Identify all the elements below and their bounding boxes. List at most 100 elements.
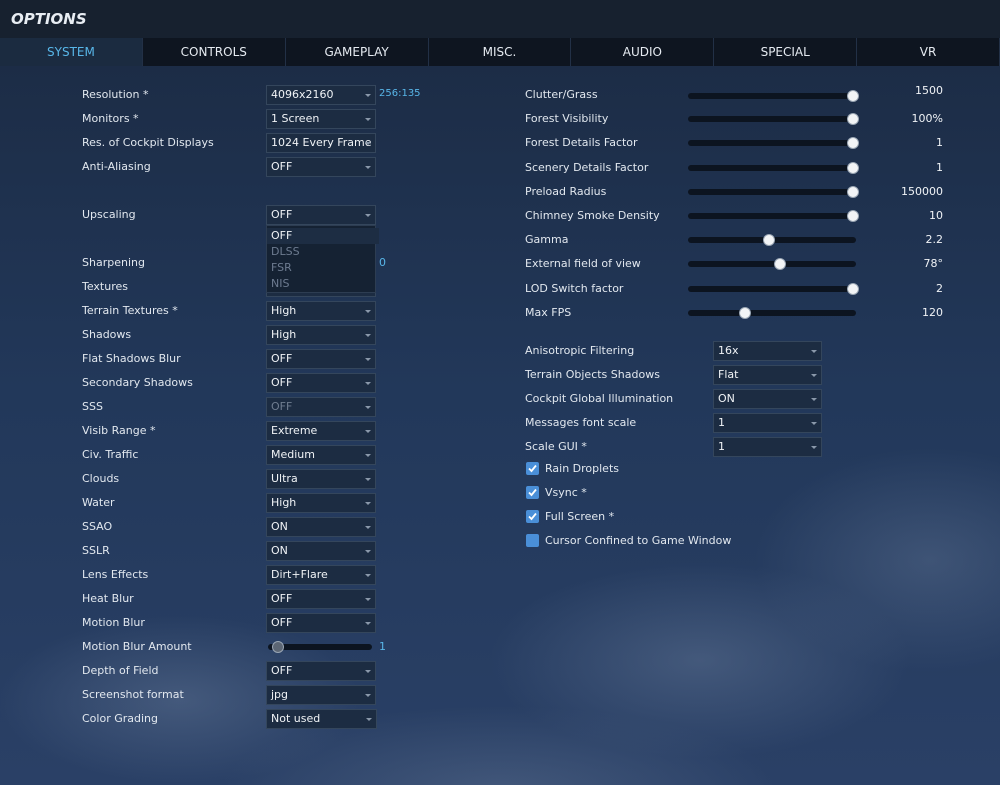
setting-label: SSLR (82, 544, 110, 557)
dropdown[interactable]: OFF (266, 373, 376, 393)
slider-value: 2 (936, 281, 943, 295)
setting-label: Motion Blur Amount (82, 640, 192, 653)
slider-thumb[interactable] (846, 137, 859, 150)
checkmark (528, 512, 537, 521)
dropdown-option[interactable]: DLSS (271, 245, 300, 258)
setting-label: Motion Blur (82, 616, 145, 629)
slider-track (688, 309, 856, 316)
dropdown[interactable]: 1 (713, 413, 822, 433)
dropdown[interactable]: jpg (266, 685, 376, 705)
dropdown[interactable]: OFF (266, 349, 376, 369)
setting-label: Screenshot format (82, 688, 184, 701)
setting-label: Upscaling (82, 208, 136, 221)
slider-value: 150000 (901, 184, 943, 198)
dropdown[interactable]: OFF (266, 661, 376, 681)
dropdown[interactable]: ON (266, 541, 376, 561)
slider-value: 78° (923, 257, 944, 271)
dropdown-option[interactable]: FSR (271, 261, 292, 274)
dropdown[interactable]: 16x (713, 341, 822, 361)
slider-value: 100% (911, 112, 943, 126)
checkbox[interactable] (526, 462, 539, 475)
slider-label: External field of view (525, 257, 641, 271)
slider-thumb[interactable] (846, 161, 859, 174)
dropdown[interactable]: OFF (266, 589, 376, 609)
tab[interactable]: MISC. (429, 38, 572, 66)
tab[interactable]: GAMEPLAY (286, 38, 429, 66)
dropdown[interactable]: OFF (266, 613, 376, 633)
dropdown[interactable]: High (266, 301, 376, 321)
tab[interactable]: SPECIAL (714, 38, 858, 66)
dropdown[interactable]: 1 (713, 437, 822, 457)
checkbox[interactable] (526, 534, 539, 547)
slider-thumb[interactable] (762, 234, 775, 247)
slider-label: Scenery Details Factor (525, 160, 649, 174)
tab[interactable]: CONTROLS (143, 38, 286, 66)
slider-value: 1500 (915, 84, 943, 97)
slider-thumb[interactable] (846, 90, 859, 102)
setting-label: Resolution * (82, 88, 149, 101)
setting-label: Civ. Traffic (82, 448, 139, 461)
setting-label: Textures (82, 280, 128, 293)
tab[interactable]: AUDIO (571, 38, 715, 66)
dropdown[interactable]: Medium (266, 445, 376, 465)
slider-value: 0 (379, 256, 386, 269)
slider-label: Clutter/Grass (525, 88, 598, 101)
slider-thumb[interactable] (846, 210, 859, 222)
dropdown[interactable]: Ultra (266, 469, 376, 489)
setting-label: Messages font scale (525, 416, 637, 429)
slider-thumb[interactable] (846, 282, 859, 295)
slider-track (688, 116, 856, 123)
dropdown[interactable]: ON (713, 389, 822, 409)
slider-track (688, 140, 856, 147)
slider-value: 10 (929, 209, 943, 222)
slider-track (268, 644, 372, 650)
slider-thumb[interactable] (774, 258, 787, 271)
checkbox[interactable] (526, 486, 539, 499)
dropdown[interactable]: Dirt+Flare (266, 565, 376, 585)
tab[interactable]: VR (857, 38, 1000, 66)
slider-label: Gamma (525, 233, 569, 247)
dropdown[interactable]: 1024 Every Frame (266, 133, 376, 153)
dropdown[interactable]: Extreme (266, 421, 376, 441)
slider-thumb[interactable] (846, 185, 859, 198)
slider-label: Chimney Smoke Density (525, 209, 660, 222)
slider-thumb[interactable] (272, 641, 285, 653)
tab-bar: SYSTEM CONTROLS GAMEPLAY MISC. AUDIO SPECIAL V… (0, 38, 1000, 66)
dropdown[interactable]: Not used (266, 709, 377, 729)
slider-value: 2.2 (925, 233, 944, 247)
checkbox-label: Full Screen * (545, 510, 615, 523)
slider-label: Forest Details Factor (525, 136, 638, 150)
dropdown[interactable]: 1 Screen (266, 109, 376, 129)
dropdown[interactable]: ON (266, 517, 376, 537)
setting-label: Water (82, 496, 115, 509)
checkbox-label: Rain Droplets (545, 462, 619, 475)
setting-label: Shadows (82, 328, 132, 341)
setting-label: Cockpit Global Illumination (525, 392, 674, 405)
header-bar: OPTIONS (0, 0, 1000, 38)
tab[interactable]: SYSTEM (0, 38, 143, 66)
dropdown[interactable]: 4096x2160 (266, 85, 376, 105)
checkbox-label: Vsync * (545, 486, 587, 499)
setting-label: SSS (82, 400, 103, 413)
dropdown[interactable]: OFF (266, 205, 376, 225)
setting-label: Scale GUI * (525, 440, 587, 453)
slider-track (688, 93, 856, 99)
dropdown[interactable]: High (266, 325, 376, 345)
dropdown-option[interactable]: OFF (267, 228, 379, 244)
slider-label: Max FPS (525, 305, 572, 319)
slider-value: 1 (936, 160, 943, 174)
checkbox[interactable] (526, 510, 539, 523)
checkmark (528, 488, 537, 497)
slider-value: 1 (379, 640, 386, 653)
setting-label: SSAO (82, 520, 113, 533)
dropdown-option[interactable]: NIS (271, 277, 290, 290)
dropdown[interactable]: Flat (713, 365, 822, 385)
dropdown[interactable]: High (266, 493, 376, 513)
setting-label: Lens Effects (82, 568, 149, 581)
setting-label: Clouds (82, 472, 120, 485)
slider-thumb[interactable] (846, 113, 859, 126)
slider-value: 1 (936, 136, 943, 150)
dropdown[interactable]: OFF (266, 157, 376, 177)
setting-label: Res. of Cockpit Displays (82, 136, 214, 149)
slider-thumb[interactable] (739, 306, 752, 319)
